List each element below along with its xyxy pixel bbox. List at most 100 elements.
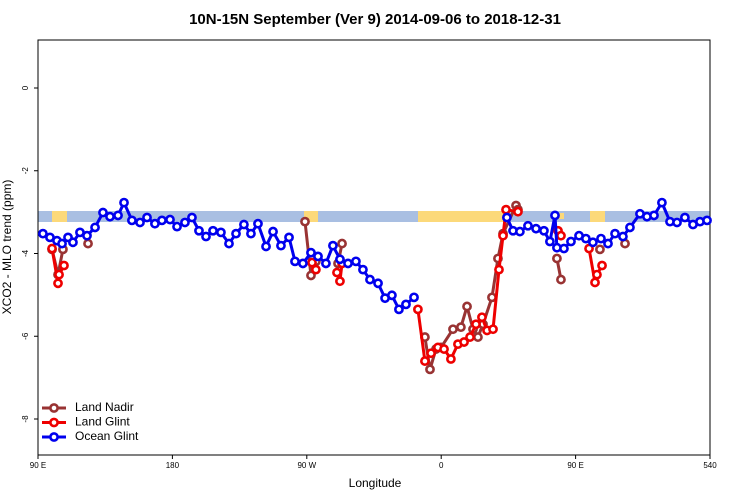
y-tick-label: -2 <box>21 167 30 175</box>
data-point <box>420 356 430 366</box>
data-point <box>194 225 204 236</box>
plot-frame <box>37 39 711 456</box>
x-tick-label: 90 W <box>297 461 316 470</box>
data-point <box>135 217 145 228</box>
data-point <box>387 290 397 301</box>
x-axis-label: Longitude <box>349 476 402 490</box>
x-tick-label: 180 <box>166 461 180 470</box>
chart-title: 10N-15N September (Ver 9) 2014-09-06 to … <box>189 11 561 28</box>
x-tick-label: 90 E <box>30 461 46 470</box>
data-point <box>471 319 481 330</box>
data-point <box>57 238 67 249</box>
data-point <box>596 233 606 244</box>
data-point <box>552 253 562 264</box>
data-point <box>311 264 321 275</box>
data-point <box>53 278 63 289</box>
land-mask-strip <box>38 211 710 222</box>
legend-label: Land Nadir <box>75 400 134 414</box>
data-point <box>246 228 256 239</box>
data-point <box>47 243 57 254</box>
y-tick-label: -4 <box>21 249 30 257</box>
data-point <box>446 354 456 364</box>
data-point <box>332 267 342 278</box>
data-point <box>105 211 115 222</box>
data-point <box>187 212 197 223</box>
data-point <box>595 244 605 255</box>
data-point <box>98 207 108 218</box>
data-point <box>343 258 353 269</box>
data-point <box>83 238 93 249</box>
data-point <box>201 231 211 242</box>
data-point <box>559 243 569 254</box>
data-point <box>127 215 137 226</box>
data-point <box>618 231 628 242</box>
data-point <box>358 264 368 275</box>
data-point <box>501 204 511 215</box>
data-point <box>335 276 345 287</box>
data-point <box>337 238 347 249</box>
data-point <box>276 240 286 251</box>
data-point <box>298 258 308 269</box>
y-tick-label: 0 <box>21 85 30 90</box>
data-point <box>54 269 64 280</box>
data-point <box>590 277 600 288</box>
data-point <box>581 233 591 244</box>
data-point <box>165 214 175 225</box>
legend-marker <box>49 417 59 428</box>
data-point <box>597 260 607 271</box>
data-point <box>321 258 331 269</box>
data-point <box>413 304 423 315</box>
legend-label: Ocean Glint <box>75 429 139 443</box>
data-point <box>284 232 294 243</box>
data-point <box>513 206 523 217</box>
y-axis-label: XCO2 - MLO trend (ppm) <box>0 180 14 315</box>
data-point <box>68 237 78 248</box>
data-point <box>672 217 682 228</box>
legend-marker <box>49 432 59 442</box>
data-point <box>401 299 411 310</box>
data-point <box>216 227 226 238</box>
data-point <box>90 222 100 233</box>
data-point <box>566 236 576 247</box>
legend-marker <box>49 403 59 413</box>
data-point <box>625 222 635 233</box>
data-point <box>290 256 300 267</box>
data-point <box>409 292 419 303</box>
data-point <box>119 197 129 208</box>
data-point <box>172 221 182 232</box>
data-point <box>307 257 317 268</box>
data-point <box>545 236 555 247</box>
data-point <box>702 215 712 226</box>
data-point <box>439 344 449 354</box>
data-point <box>142 212 152 223</box>
data-point <box>253 218 263 229</box>
x-tick-label: 90 E <box>567 461 583 470</box>
data-point <box>59 260 69 271</box>
data-point <box>231 228 241 239</box>
data-point <box>477 312 487 323</box>
data-point <box>523 220 533 231</box>
data-point <box>208 225 218 236</box>
y-tick-label: -8 <box>21 415 30 423</box>
data-point <box>300 216 310 227</box>
data-point <box>82 230 92 241</box>
x-tick-label: 0 <box>439 461 444 470</box>
data-point <box>313 251 323 262</box>
data-point <box>603 238 613 249</box>
data-point <box>462 301 472 312</box>
data-point <box>592 269 602 280</box>
data-point <box>425 364 435 375</box>
data-point <box>550 210 560 221</box>
data-point <box>38 228 48 239</box>
data-point <box>488 324 498 335</box>
data-point <box>588 237 598 248</box>
data-point <box>465 332 475 342</box>
data-point <box>373 278 383 289</box>
data-point <box>657 197 667 208</box>
data-point <box>556 230 566 241</box>
data-point <box>351 256 361 267</box>
data-point <box>261 241 271 252</box>
data-point <box>680 212 690 223</box>
data-point <box>426 348 436 359</box>
